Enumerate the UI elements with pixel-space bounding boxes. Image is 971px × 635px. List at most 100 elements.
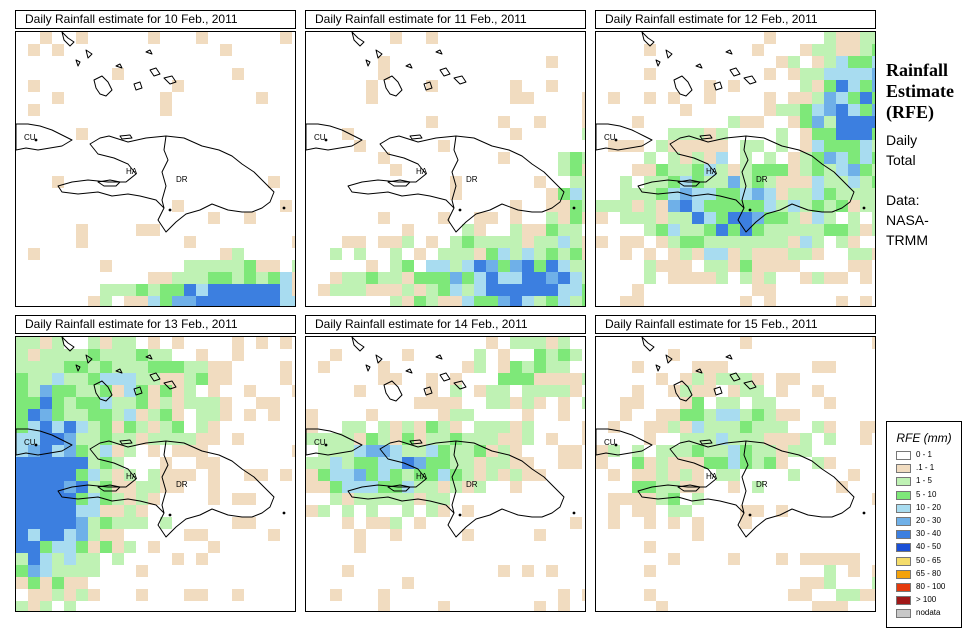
- rainfall-cell: [848, 248, 860, 260]
- rainfall-cell: [196, 553, 208, 565]
- country-label-haiti: HA: [126, 472, 138, 481]
- legend-item: 10 - 20: [896, 503, 958, 514]
- rainfall-cell: [16, 577, 28, 589]
- map-title-line: (RFE): [886, 102, 934, 122]
- rainfall-cell: [414, 445, 426, 457]
- rainfall-cell: [836, 553, 848, 565]
- rainfall-cell: [172, 553, 184, 565]
- rainfall-cell: [668, 517, 680, 529]
- rainfall-cell: [776, 385, 788, 397]
- bahamas-island-coastline: [435, 354, 443, 360]
- tortuga-island-coastline: [119, 134, 133, 140]
- tortuga-island-coastline: [119, 439, 133, 445]
- legend-item: 80 - 100: [896, 582, 958, 593]
- rainfall-cell: [824, 577, 836, 589]
- rainfall-cell: [522, 421, 534, 433]
- legend-label: 40 - 50: [916, 542, 941, 552]
- rainfall-cell: [16, 433, 28, 445]
- data-source-label: Data: NASA- TRMM: [886, 190, 970, 250]
- rainfall-cell: [354, 433, 366, 445]
- rainfall-cell: [752, 385, 764, 397]
- legend-swatch: [896, 596, 911, 606]
- rainfall-cell: [764, 200, 776, 212]
- rainfall-cell: [740, 260, 752, 272]
- rainfall-cell: [788, 236, 800, 248]
- rainfall-cell: [644, 44, 656, 56]
- small-island-marker: [168, 513, 172, 517]
- rainfall-cell: [402, 505, 414, 517]
- rainfall-cell: [208, 212, 220, 224]
- rainfall-cell: [860, 260, 872, 272]
- legend-label: 50 - 65: [916, 555, 941, 565]
- rainfall-cell: [16, 397, 28, 409]
- rainfall-grid: CU HA DR: [306, 32, 585, 306]
- rainfall-cell: [354, 284, 366, 296]
- rainfall-cell: [306, 481, 318, 493]
- rainfall-cell: [776, 128, 788, 140]
- rainfall-cell: [510, 445, 522, 457]
- rainfall-cell: [172, 272, 184, 284]
- rainfall-cell: [534, 397, 546, 409]
- small-island-marker: [324, 138, 328, 142]
- rainfall-cell: [426, 421, 438, 433]
- rainfall-cell: [848, 224, 860, 236]
- rainfall-cell: [148, 493, 160, 505]
- rainfall-cell: [582, 236, 585, 248]
- rainfall-cell: [390, 457, 402, 469]
- rainfall-cell: [414, 469, 426, 481]
- rainfall-cell: [764, 188, 776, 200]
- rainfall-cell: [318, 361, 330, 373]
- bahamas-island-coastline: [725, 49, 733, 55]
- rainfall-cell: [40, 493, 52, 505]
- country-label-dr: DR: [466, 480, 478, 489]
- rainfall-cell: [498, 361, 510, 373]
- rainfall-cell: [64, 577, 76, 589]
- rainfall-cell: [728, 385, 740, 397]
- rainfall-cell: [462, 296, 474, 306]
- rainfall-cell: [318, 505, 330, 517]
- rainfall-cell: [76, 589, 88, 601]
- rainfall-cell: [52, 92, 64, 104]
- rainfall-cell: [498, 373, 510, 385]
- rainfall-map: CU HA DR: [15, 336, 296, 612]
- rainfall-cell: [800, 212, 812, 224]
- small-island-marker: [862, 511, 866, 515]
- rainfall-cell: [28, 80, 40, 92]
- rainfall-cell: [208, 433, 220, 445]
- legend-label: 0 - 1: [916, 450, 933, 459]
- rainfall-cell: [522, 361, 534, 373]
- rainfall-cell: [148, 272, 160, 284]
- legend-swatch: [896, 569, 911, 579]
- rainfall-cell: [16, 337, 28, 349]
- rainfall-cell: [728, 200, 740, 212]
- rainfall-cell: [872, 589, 875, 601]
- rainfall-cell: [366, 260, 378, 272]
- rainfall-cell: [342, 565, 354, 577]
- rainfall-cell: [378, 284, 390, 296]
- rainfall-cell: [824, 164, 836, 176]
- rainfall-cell: [196, 409, 208, 421]
- rainfall-cell: [136, 349, 148, 361]
- rainfall-cell: [752, 481, 764, 493]
- rainfall-cell: [776, 505, 788, 517]
- rainfall-cell: [752, 421, 764, 433]
- rainfall-cell: [112, 517, 124, 529]
- rainfall-cell: [546, 188, 558, 200]
- country-label-cuba: CU: [314, 133, 326, 142]
- rainfall-cell: [680, 248, 692, 260]
- rainfall-cell: [100, 421, 112, 433]
- rainfall-cell: [740, 385, 752, 397]
- rainfall-cell: [112, 505, 124, 517]
- legend-item: 0 - 1: [896, 450, 958, 461]
- rainfall-cell: [582, 284, 585, 296]
- rainfall-cell: [812, 104, 824, 116]
- rainfall-cell: [656, 457, 668, 469]
- rainfall-cell: [558, 337, 570, 349]
- rainfall-cell: [860, 433, 872, 445]
- rainfall-cell: [462, 481, 474, 493]
- rainfall-cell: [112, 529, 124, 541]
- rainfall-cell: [450, 272, 462, 284]
- rainfall-cell: [280, 284, 292, 296]
- rainfall-cell: [558, 409, 570, 421]
- legend-swatch: [896, 543, 911, 553]
